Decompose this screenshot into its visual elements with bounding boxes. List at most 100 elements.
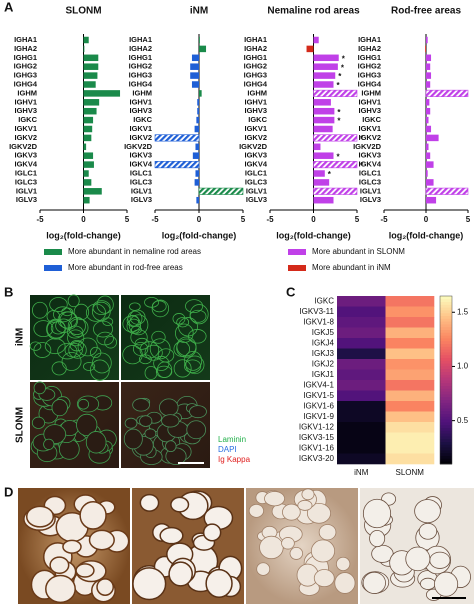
bar xyxy=(83,134,92,142)
colorbar-segment xyxy=(440,312,452,316)
fiber xyxy=(88,529,115,551)
category-label: IGHM xyxy=(132,88,152,97)
heat-cell xyxy=(337,369,386,381)
row-label: IGKJ2 xyxy=(312,359,335,368)
category-label: IGHA1 xyxy=(14,35,37,44)
row-label: IGKV3-11 xyxy=(299,307,334,316)
fiber xyxy=(67,294,80,308)
bar xyxy=(154,161,200,169)
colorbar-segment xyxy=(440,296,452,300)
fiber xyxy=(306,502,332,524)
fiber xyxy=(168,561,193,587)
significance-mark: * xyxy=(341,63,345,72)
category-label: IGHG1 xyxy=(129,53,152,62)
bar xyxy=(83,188,102,195)
fiber xyxy=(151,299,170,318)
category-label: IGHG3 xyxy=(244,71,267,80)
fiber xyxy=(64,342,83,358)
fiber xyxy=(369,529,386,548)
fiber xyxy=(67,329,85,347)
fiber xyxy=(159,526,184,545)
category-label: IGHA1 xyxy=(129,35,152,44)
category-label: IGLV1 xyxy=(131,186,152,195)
bar xyxy=(313,196,334,204)
colorbar-segment xyxy=(440,391,452,395)
x-axis-label: log₂(fold-change) xyxy=(162,230,237,240)
bar xyxy=(313,89,358,97)
heat-cell xyxy=(337,296,386,307)
row-label: IGKJ4 xyxy=(312,338,335,347)
colorbar-segment xyxy=(440,413,452,417)
category-label: IGLV1 xyxy=(360,186,381,195)
fiber xyxy=(418,522,438,540)
bar xyxy=(426,143,429,151)
fiber xyxy=(85,431,107,454)
category-label: IGHM xyxy=(247,88,267,97)
fiber xyxy=(282,503,301,521)
row-label: IGKC xyxy=(314,296,334,305)
heat-cell xyxy=(337,422,386,433)
stain-label: Laminin xyxy=(218,435,246,444)
bar xyxy=(313,36,319,44)
legend-label: More abundant in rod-free areas xyxy=(68,263,183,272)
heat-cell xyxy=(385,327,435,339)
colorbar-segment xyxy=(440,346,452,350)
row-label: SLONM xyxy=(15,407,26,443)
heat-cell xyxy=(337,317,386,328)
category-label: IGKV4 xyxy=(358,160,381,169)
fiber xyxy=(68,341,87,359)
fiber xyxy=(310,539,336,563)
colorbar-segment xyxy=(440,304,452,308)
fiber xyxy=(83,362,96,371)
colorbar-segment xyxy=(440,310,452,314)
fiber xyxy=(159,398,179,417)
category-label: IGHG2 xyxy=(244,62,267,71)
legend-swatch xyxy=(44,265,62,271)
fiber xyxy=(79,500,107,530)
category-label: IGKV2 xyxy=(129,133,152,142)
fiber xyxy=(49,556,70,574)
fiber xyxy=(202,523,222,542)
row-label: IGKV1-5 xyxy=(303,391,334,400)
heat-cell xyxy=(385,296,435,307)
bar xyxy=(83,54,99,62)
column-label: iNM xyxy=(354,468,369,477)
bar xyxy=(313,107,335,115)
category-label: IGKC xyxy=(362,115,381,124)
bar xyxy=(426,116,429,124)
bar xyxy=(313,72,336,79)
bar xyxy=(306,45,314,53)
fiber xyxy=(68,318,89,338)
fiber xyxy=(55,318,72,333)
category-label: IGHG2 xyxy=(129,62,152,71)
colorbar-tick-label: 0.5 xyxy=(457,416,469,425)
colorbar-segment xyxy=(440,352,452,356)
fiber xyxy=(43,438,55,450)
fiber xyxy=(49,297,68,312)
panel-label: B xyxy=(4,284,13,299)
fiber xyxy=(149,338,171,360)
category-label: IGHG1 xyxy=(358,53,381,62)
colorbar-segment xyxy=(440,340,452,344)
category-label: IGLC3 xyxy=(245,177,267,186)
fiber xyxy=(185,355,205,375)
category-label: IGHV1 xyxy=(14,97,37,106)
colorbar-segment xyxy=(440,436,452,440)
colorbar-segment xyxy=(440,301,452,305)
bar xyxy=(154,134,200,142)
bar xyxy=(426,99,430,106)
bar xyxy=(83,63,99,70)
row-label: iNM xyxy=(15,328,26,346)
colorbar-segment xyxy=(440,371,452,375)
fiber xyxy=(256,562,271,576)
x-axis-label: log₂(fold-change) xyxy=(276,230,351,240)
x-tick-label: 5 xyxy=(466,215,471,224)
fiber xyxy=(33,381,46,395)
bar xyxy=(191,54,199,62)
x-tick-label: 5 xyxy=(125,215,130,224)
fiber xyxy=(429,551,451,569)
fiber xyxy=(139,415,153,427)
fiber xyxy=(124,417,138,429)
colorbar-segment xyxy=(440,332,452,336)
heat-cell xyxy=(337,453,386,465)
